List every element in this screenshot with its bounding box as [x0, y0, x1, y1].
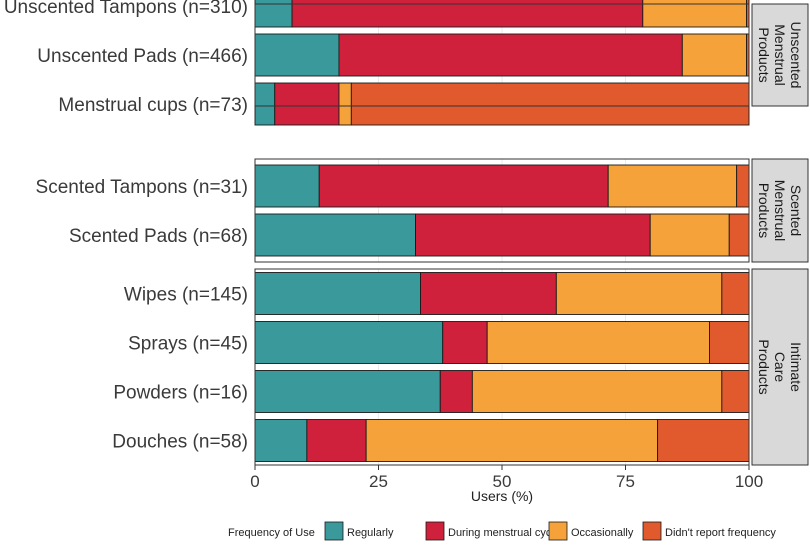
bar-segment-during-menstrual-cycle: [439, 370, 473, 413]
facet-strip-label: ScentedMenstrualProducts: [756, 180, 804, 241]
bar-segment-during-menstrual-cycle: [274, 82, 340, 126]
bar-segment-occasionally: [471, 370, 723, 413]
legend-label: Didn't report frequency: [665, 527, 776, 539]
category-label: Scented Pads (n=68): [69, 226, 248, 247]
category-label: Unscented Tampons (n=310): [4, 0, 248, 18]
legend-label: During menstrual cycle: [448, 527, 560, 539]
facet-strip: [751, 268, 809, 466]
bar-segment-occasionally: [338, 82, 352, 126]
facet-strip-line: Scented: [788, 185, 804, 236]
facet-strip-line: Menstrual: [772, 24, 788, 85]
bar-segment-regularly: [254, 370, 441, 413]
category-label: Scented Tampons (n=31): [36, 177, 248, 198]
bar-segment-regularly: [254, 213, 417, 257]
bar-segment-didn-t-report-frequency: [721, 370, 750, 413]
x-tick-label: 0: [250, 472, 259, 491]
bar-segment-regularly: [254, 272, 421, 315]
legend-label: Regularly: [347, 527, 394, 539]
legend-swatch-didn-t-report-frequency: [642, 521, 662, 541]
bar-segment-during-menstrual-cycle: [415, 213, 651, 257]
facet-strip-label: UnscentedMenstrualProducts: [756, 22, 804, 89]
x-tick-label: 100: [735, 472, 763, 491]
bar-segment-occasionally: [681, 33, 747, 77]
bar-segment-didn-t-report-frequency: [721, 272, 750, 315]
legend-swatch-occasionally: [548, 521, 568, 541]
category-label: Powders (n=16): [113, 383, 248, 404]
panel-border: [254, 158, 750, 263]
bar-segment-occasionally: [649, 213, 730, 257]
bar-segment-during-menstrual-cycle: [338, 33, 683, 77]
bar-segment-occasionally: [607, 164, 738, 208]
bar-segment-didn-t-report-frequency: [709, 321, 750, 364]
category-label: Douches (n=58): [112, 432, 248, 453]
panel-border: [254, 3, 750, 107]
bar-segment-regularly: [254, 321, 444, 364]
bar-segment-didn-t-report-frequency: [350, 82, 750, 126]
bar-segment-occasionally: [365, 419, 659, 462]
facet-strip: [751, 3, 809, 107]
facet-strip-line: Products: [756, 183, 772, 238]
category-label: Menstrual cups (n=73): [58, 95, 248, 116]
bar-segment-occasionally: [555, 272, 723, 315]
bar-segment-didn-t-report-frequency: [728, 213, 750, 257]
facet-strip-line: Products: [756, 339, 772, 394]
bar-segment-regularly: [254, 33, 340, 77]
facet-strip-line: Products: [756, 27, 772, 82]
bar-segment-didn-t-report-frequency: [736, 164, 750, 208]
bar-segment-during-menstrual-cycle: [318, 164, 609, 208]
x-tick-label: 75: [616, 472, 635, 491]
legend-label: Occasionally: [571, 527, 634, 539]
bar-segment-regularly: [254, 164, 320, 208]
x-axis-title: Users (%): [471, 488, 533, 504]
bar-segment-occasionally: [486, 321, 710, 364]
bar-segment-during-menstrual-cycle: [420, 272, 557, 315]
bar-segment-during-menstrual-cycle: [306, 419, 367, 462]
legend-swatch-during-menstrual-cycle: [425, 521, 445, 541]
x-tick-label: 50: [493, 472, 512, 491]
facet-strip-line: Intimate: [788, 342, 804, 392]
bar-segment-regularly: [254, 82, 276, 126]
category-label: Unscented Pads (n=466): [37, 46, 248, 67]
category-label: Sprays (n=45): [128, 334, 248, 355]
legend-title: Frequency of Use: [228, 527, 315, 539]
facet-strip-line: Menstrual: [772, 180, 788, 241]
bar-segment-didn-t-report-frequency: [657, 419, 750, 462]
facet-strip: [751, 158, 809, 263]
facet-strip-label: IntimateCareProducts: [756, 339, 804, 394]
legend-swatch-regularly: [324, 521, 344, 541]
facet-strip-line: Unscented: [788, 22, 804, 89]
bar-segment-regularly: [254, 419, 308, 462]
facet-strip-line: Care: [772, 352, 788, 383]
category-label: Wipes (n=145): [124, 285, 248, 306]
bar-segment-during-menstrual-cycle: [442, 321, 488, 364]
x-tick-label: 25: [369, 472, 388, 491]
